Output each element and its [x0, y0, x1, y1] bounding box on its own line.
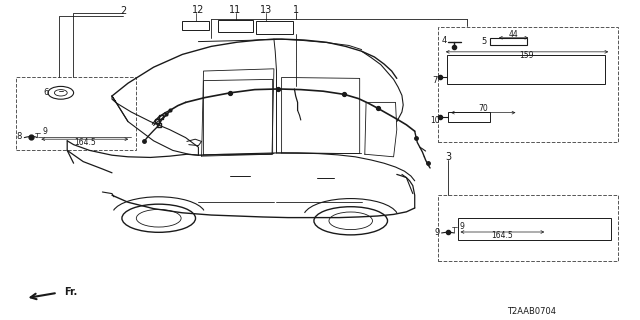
Bar: [182, 21, 209, 30]
Text: 5: 5: [481, 37, 486, 46]
Text: 2: 2: [120, 6, 126, 16]
Text: 6: 6: [44, 88, 49, 97]
Text: 12: 12: [192, 5, 205, 15]
Text: 44: 44: [508, 30, 518, 39]
Text: 11: 11: [229, 5, 242, 15]
Bar: [256, 21, 293, 34]
Bar: [448, 112, 490, 122]
Text: 159: 159: [520, 51, 534, 60]
Text: 9: 9: [435, 228, 440, 237]
Bar: [490, 38, 527, 45]
Text: 1: 1: [292, 5, 299, 15]
Text: T2AAB0704: T2AAB0704: [507, 307, 556, 316]
Text: 9: 9: [42, 127, 47, 136]
Text: 3: 3: [445, 152, 451, 163]
Bar: [458, 218, 611, 240]
Text: Fr.: Fr.: [64, 287, 77, 297]
Text: 7: 7: [433, 76, 438, 85]
Text: 9: 9: [460, 222, 465, 231]
Bar: [447, 55, 605, 84]
Bar: [218, 20, 253, 32]
Bar: [16, 77, 136, 150]
Text: 13: 13: [259, 5, 272, 15]
Text: 4: 4: [442, 36, 447, 45]
Text: 8: 8: [17, 132, 22, 141]
Text: 164.5: 164.5: [74, 138, 96, 147]
Bar: [438, 27, 618, 142]
Text: 70: 70: [478, 104, 488, 113]
Text: 10: 10: [429, 116, 440, 124]
Text: 164.5: 164.5: [492, 231, 513, 240]
Bar: [438, 195, 618, 261]
